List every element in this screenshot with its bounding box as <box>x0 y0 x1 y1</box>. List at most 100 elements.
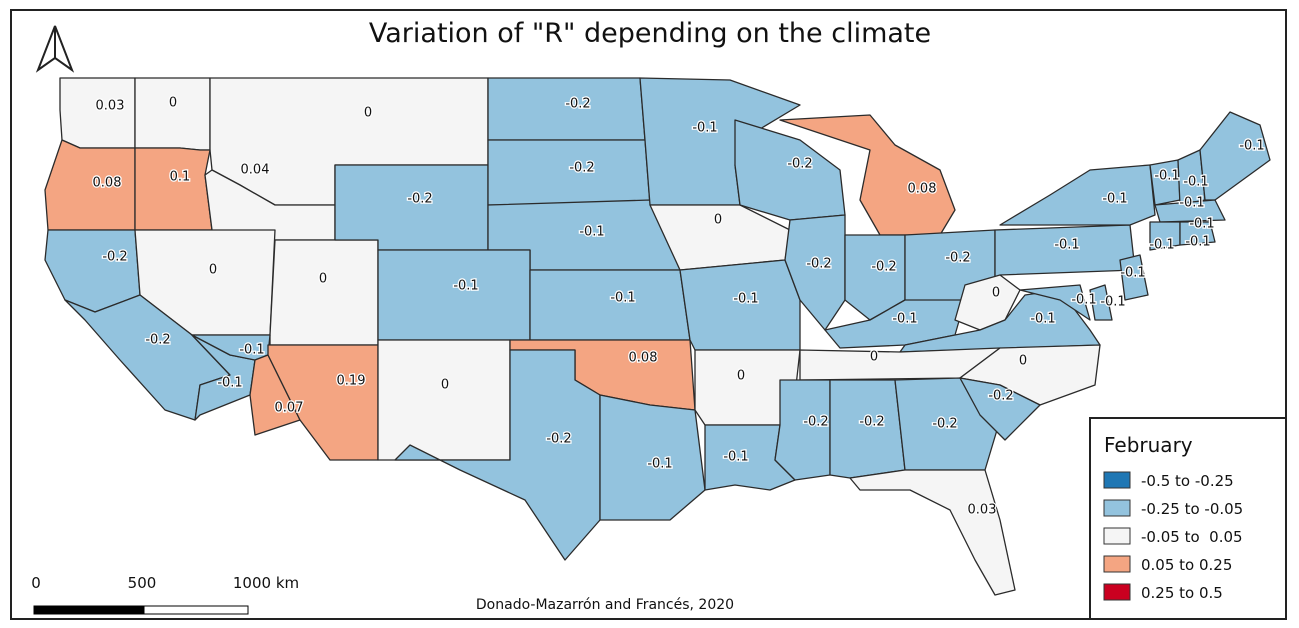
state-delaware <box>1089 284 1113 321</box>
value-wyoming-west: 0.04 <box>241 163 270 178</box>
value-new-mexico: 0 <box>441 378 449 393</box>
value-california: -0.2 <box>145 333 170 348</box>
value-utah: 0 <box>319 272 327 287</box>
legend-swatch-3 <box>1103 527 1131 545</box>
state-florida <box>849 469 1016 596</box>
state-maryland <box>1019 284 1091 321</box>
value-kentucky: -0.1 <box>892 312 917 327</box>
value-minnesota: -0.1 <box>692 121 717 136</box>
state-michigan <box>779 114 956 236</box>
value-california-south: -0.1 <box>217 376 242 391</box>
state-new-york <box>999 164 1156 226</box>
legend-swatch-1 <box>1103 471 1131 489</box>
value-connecticut-east: -0.1 <box>1185 235 1210 250</box>
scale-segment-black <box>33 605 145 615</box>
value-idaho-north: 0 <box>169 96 177 111</box>
state-arizona-west <box>249 354 301 436</box>
map-frame <box>10 9 1287 620</box>
scale-segment-white <box>143 605 249 615</box>
value-virginia: -0.1 <box>1030 312 1055 327</box>
value-west-virginia: 0 <box>992 286 1000 301</box>
value-massachusetts: -0.1 <box>1179 196 1204 211</box>
state-value-labels: 0.03 0 0 0.08 0.1 0.04 -0.2 -0.2 -0.1 -0… <box>91 94 1266 519</box>
legend-swatch-5 <box>1103 583 1131 601</box>
legend-label-3: -0.05 to 0.05 <box>1141 528 1243 546</box>
value-texas: -0.2 <box>546 432 571 447</box>
legend-label-1: -0.5 to -0.25 <box>1141 472 1234 490</box>
state-utah <box>269 239 379 346</box>
value-new-hampshire: -0.1 <box>1183 175 1208 190</box>
state-idaho-north <box>134 77 211 151</box>
value-north-carolina: 0 <box>1019 354 1027 369</box>
state-wyoming <box>334 164 489 251</box>
legend-swatch-2 <box>1103 499 1131 517</box>
state-new-mexico <box>377 339 511 461</box>
value-texas-east: -0.1 <box>647 457 672 472</box>
scale-bar: 0 500 1000 km <box>31 574 299 615</box>
value-delaware: -0.1 <box>1100 295 1125 310</box>
value-mississippi: -0.2 <box>803 415 828 430</box>
value-pennsylvania: -0.1 <box>1054 238 1079 253</box>
value-washington: 0.03 <box>96 99 125 114</box>
value-illinois: -0.2 <box>806 257 831 272</box>
value-south-carolina: -0.2 <box>988 389 1013 404</box>
value-missouri: -0.1 <box>733 292 758 307</box>
value-vermont: -0.1 <box>1154 169 1179 184</box>
value-oregon: 0.08 <box>93 176 122 191</box>
value-michigan: 0.08 <box>908 182 937 197</box>
value-florida: 0.03 <box>968 503 997 518</box>
state-colorado <box>377 249 531 341</box>
value-louisiana: -0.1 <box>723 450 748 465</box>
value-nevada-south: -0.1 <box>239 343 264 358</box>
value-colorado: -0.1 <box>453 279 478 294</box>
value-nebraska: -0.1 <box>579 225 604 240</box>
value-north-dakota: -0.2 <box>565 97 590 112</box>
value-georgia: -0.2 <box>932 417 957 432</box>
state-mississippi <box>774 379 831 481</box>
state-maine <box>1199 111 1271 201</box>
value-idaho-south: 0.1 <box>170 170 191 185</box>
value-indiana: -0.2 <box>871 260 896 275</box>
value-california-north: -0.2 <box>102 250 127 265</box>
value-iowa: 0 <box>714 213 722 228</box>
legend-title: February <box>1104 433 1193 457</box>
value-alabama: -0.2 <box>859 415 884 430</box>
value-nevada: 0 <box>209 263 217 278</box>
value-maryland: -0.1 <box>1071 293 1096 308</box>
state-new-jersey <box>1119 254 1149 301</box>
value-new-york: -0.1 <box>1102 192 1127 207</box>
state-idaho-south <box>134 147 213 231</box>
north-arrow-icon <box>35 25 75 73</box>
legend-label-2: -0.25 to -0.05 <box>1141 500 1243 518</box>
state-pennsylvania <box>994 224 1136 286</box>
legend-label-5: 0.25 to 0.5 <box>1141 584 1223 602</box>
value-oklahoma: 0.08 <box>629 351 658 366</box>
legend-label-4: 0.05 to 0.25 <box>1141 556 1232 574</box>
state-massachusetts <box>1154 199 1226 223</box>
state-oregon <box>44 139 136 231</box>
credit-text: Donado-Mazarrón and Francés, 2020 <box>476 597 734 613</box>
scale-label-0: 0 <box>31 574 41 592</box>
scale-label-500: 500 <box>128 574 157 592</box>
state-rhode-island <box>1179 221 1216 246</box>
value-arizona: 0.19 <box>337 374 366 389</box>
value-arizona-west: 0.07 <box>275 401 304 416</box>
value-maine: -0.1 <box>1239 139 1264 154</box>
value-ohio: -0.2 <box>945 251 970 266</box>
state-polygons <box>44 77 1271 596</box>
value-rhode-island: -0.1 <box>1189 217 1214 232</box>
value-wyoming: -0.2 <box>407 192 432 207</box>
state-texas <box>394 349 601 561</box>
value-south-dakota: -0.2 <box>569 161 594 176</box>
map-title: Variation of "R" depending on the climat… <box>369 18 931 49</box>
state-south-carolina <box>959 377 1041 441</box>
value-wisconsin: -0.2 <box>787 157 812 172</box>
value-connecticut: -0.1 <box>1149 238 1174 253</box>
value-new-jersey: -0.1 <box>1120 266 1145 281</box>
value-tennessee: 0 <box>870 350 878 365</box>
value-arkansas: 0 <box>737 369 745 384</box>
legend: February -0.5 to -0.25 -0.25 to -0.05 -0… <box>1089 417 1287 620</box>
scale-label-1000: 1000 km <box>233 574 299 592</box>
legend-swatch-4 <box>1103 555 1131 573</box>
value-kansas: -0.1 <box>610 291 635 306</box>
